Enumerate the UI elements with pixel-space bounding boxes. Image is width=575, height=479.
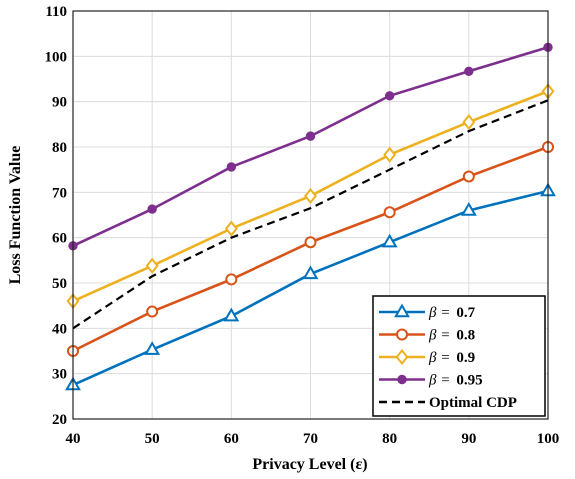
data-point — [146, 305, 159, 318]
y-tick-label: 60 — [52, 231, 67, 247]
data-point — [304, 236, 317, 249]
y-tick-label: 30 — [52, 367, 67, 383]
data-point — [305, 131, 316, 141]
legend-marker — [396, 328, 408, 341]
legend-item: β = 0.95 — [379, 373, 483, 389]
legend-label: β = 0.8 — [428, 328, 475, 344]
x-tick-label: 50 — [145, 431, 160, 447]
y-tick-labels: 20 30 40 50 60 70 80 90 100 110 — [45, 4, 68, 428]
legend-item: β = 0.9 — [379, 348, 475, 366]
data-point — [381, 233, 398, 248]
legend-marker — [397, 374, 407, 385]
series-3 — [68, 42, 553, 251]
data-point — [223, 307, 240, 322]
data-point — [145, 257, 159, 274]
data-point — [383, 146, 397, 163]
series-line — [72, 99, 549, 330]
data-point — [225, 273, 238, 286]
y-tick-label: 100 — [45, 49, 68, 65]
data-point — [147, 204, 157, 214]
series-4 — [72, 99, 549, 330]
x-tick-label: 80 — [382, 431, 397, 447]
y-tick-label: 20 — [52, 412, 67, 428]
y-tick-label: 50 — [52, 276, 67, 292]
legend-label-value: 0.7 — [456, 305, 475, 321]
data-point — [144, 341, 161, 355]
legend-label-prefix: β = — [428, 350, 450, 366]
legend-label: β = 0.7 — [428, 305, 476, 321]
data-point — [302, 265, 319, 280]
legend-label: β = 0.95 — [428, 373, 483, 389]
legend-label-value: 0.9 — [456, 350, 475, 366]
legend-item: Optimal CDP — [379, 395, 517, 411]
data-point — [304, 187, 317, 205]
y-tick-label: 40 — [52, 321, 67, 337]
legend-marker — [394, 303, 410, 318]
data-point — [224, 220, 238, 237]
y-tick-label: 110 — [45, 4, 67, 20]
legend-label: Optimal CDP — [429, 395, 517, 411]
data-point — [383, 206, 396, 219]
data-point — [462, 170, 475, 183]
series-2 — [66, 83, 555, 310]
x-tick-label: 40 — [66, 431, 81, 447]
legend: β = 0.7 β = 0.8 β = 0.9 β = 0.95 Optimal CDP — [372, 295, 546, 417]
data-point — [226, 162, 237, 172]
data-point — [384, 91, 395, 101]
data-point — [462, 113, 476, 131]
data-point — [460, 201, 477, 216]
legend-label-value: 0.95 — [456, 373, 482, 389]
legend-label-prefix: β = — [428, 305, 450, 321]
x-tick-labels: 40 50 60 70 80 90 100 — [66, 431, 560, 447]
legend-label: β = 0.9 — [428, 350, 475, 366]
legend-item: β = 0.7 — [379, 303, 476, 321]
y-tick-label: 80 — [52, 140, 67, 156]
legend-label-prefix: β = — [428, 328, 450, 344]
y-tick-label: 90 — [52, 95, 67, 111]
x-axis-label: Privacy Level (ε) — [252, 456, 367, 473]
y-axis-label: Loss Function Value — [7, 146, 24, 285]
y-tick-label: 70 — [52, 185, 67, 201]
legend-item: β = 0.8 — [379, 328, 475, 344]
legend-label-prefix: β = — [428, 373, 450, 389]
series-1 — [67, 141, 554, 357]
plot-frame — [72, 10, 549, 420]
legend-marker — [395, 348, 409, 366]
x-tick-label: 60 — [224, 431, 239, 447]
x-tick-label: 70 — [303, 431, 318, 447]
data-point — [464, 66, 474, 76]
x-tick-label: 90 — [461, 431, 476, 447]
series-layer — [65, 42, 556, 391]
x-tick-label: 100 — [537, 431, 560, 447]
legend-label-value: 0.8 — [456, 328, 475, 344]
